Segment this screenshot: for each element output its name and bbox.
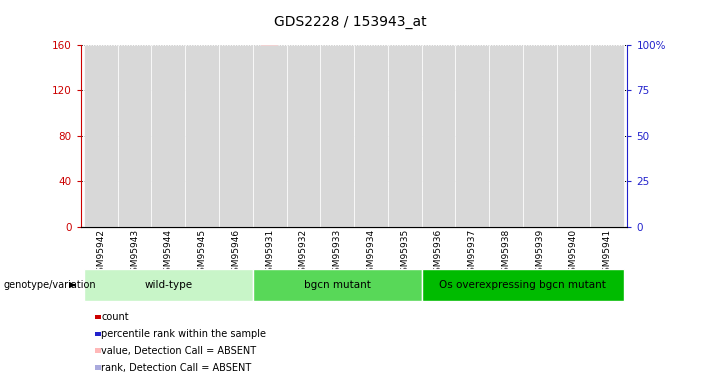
- Bar: [430, 124, 447, 227]
- Text: GSM95934: GSM95934: [367, 229, 375, 278]
- Bar: [557, 45, 590, 227]
- Bar: [531, 124, 548, 227]
- Bar: [126, 141, 143, 227]
- Bar: [185, 45, 219, 227]
- Text: GSM95941: GSM95941: [603, 229, 612, 278]
- Bar: [463, 128, 481, 227]
- Text: GSM95940: GSM95940: [569, 229, 578, 278]
- Bar: [93, 193, 109, 227]
- Text: GSM95944: GSM95944: [164, 229, 173, 278]
- Text: Os overexpressing bgcn mutant: Os overexpressing bgcn mutant: [440, 280, 606, 290]
- Bar: [160, 141, 177, 227]
- Text: rank, Detection Call = ABSENT: rank, Detection Call = ABSENT: [102, 363, 252, 372]
- FancyBboxPatch shape: [84, 269, 253, 301]
- Text: GDS2228 / 153943_at: GDS2228 / 153943_at: [274, 15, 427, 29]
- Bar: [599, 124, 615, 227]
- Text: GSM95936: GSM95936: [434, 229, 443, 278]
- Text: GSM95946: GSM95946: [231, 229, 240, 278]
- Bar: [118, 45, 151, 227]
- Text: bgcn mutant: bgcn mutant: [304, 280, 371, 290]
- Bar: [227, 198, 245, 227]
- Text: GSM95935: GSM95935: [400, 229, 409, 278]
- Bar: [151, 45, 185, 227]
- Bar: [523, 45, 557, 227]
- Text: GSM95942: GSM95942: [96, 229, 105, 278]
- Bar: [219, 45, 253, 227]
- Text: GSM95932: GSM95932: [299, 229, 308, 278]
- Text: GSM95945: GSM95945: [198, 229, 207, 278]
- Text: value, Detection Call = ABSENT: value, Detection Call = ABSENT: [102, 346, 257, 355]
- Text: GSM95931: GSM95931: [265, 229, 274, 278]
- Bar: [329, 54, 346, 227]
- Bar: [396, 77, 413, 227]
- Text: wild-type: wild-type: [144, 280, 193, 290]
- Bar: [421, 45, 455, 227]
- FancyBboxPatch shape: [421, 269, 624, 301]
- Bar: [565, 128, 582, 227]
- Bar: [295, 85, 312, 227]
- Text: GSM95933: GSM95933: [333, 229, 341, 278]
- Text: GSM95938: GSM95938: [501, 229, 510, 278]
- Bar: [455, 45, 489, 227]
- Bar: [388, 45, 421, 227]
- Bar: [84, 45, 118, 227]
- Text: count: count: [102, 312, 129, 322]
- Bar: [287, 45, 320, 227]
- Text: GSM95937: GSM95937: [468, 229, 477, 278]
- Text: genotype/variation: genotype/variation: [4, 280, 96, 290]
- Bar: [253, 45, 287, 227]
- Bar: [489, 45, 523, 227]
- Text: percentile rank within the sample: percentile rank within the sample: [102, 329, 266, 339]
- Text: GSM95943: GSM95943: [130, 229, 139, 278]
- Bar: [362, 82, 379, 227]
- FancyBboxPatch shape: [253, 269, 421, 301]
- Bar: [320, 45, 354, 227]
- Text: GSM95939: GSM95939: [535, 229, 544, 278]
- Bar: [354, 45, 388, 227]
- Bar: [193, 127, 210, 227]
- Bar: [590, 45, 624, 227]
- Bar: [498, 132, 515, 227]
- Bar: [261, 45, 278, 227]
